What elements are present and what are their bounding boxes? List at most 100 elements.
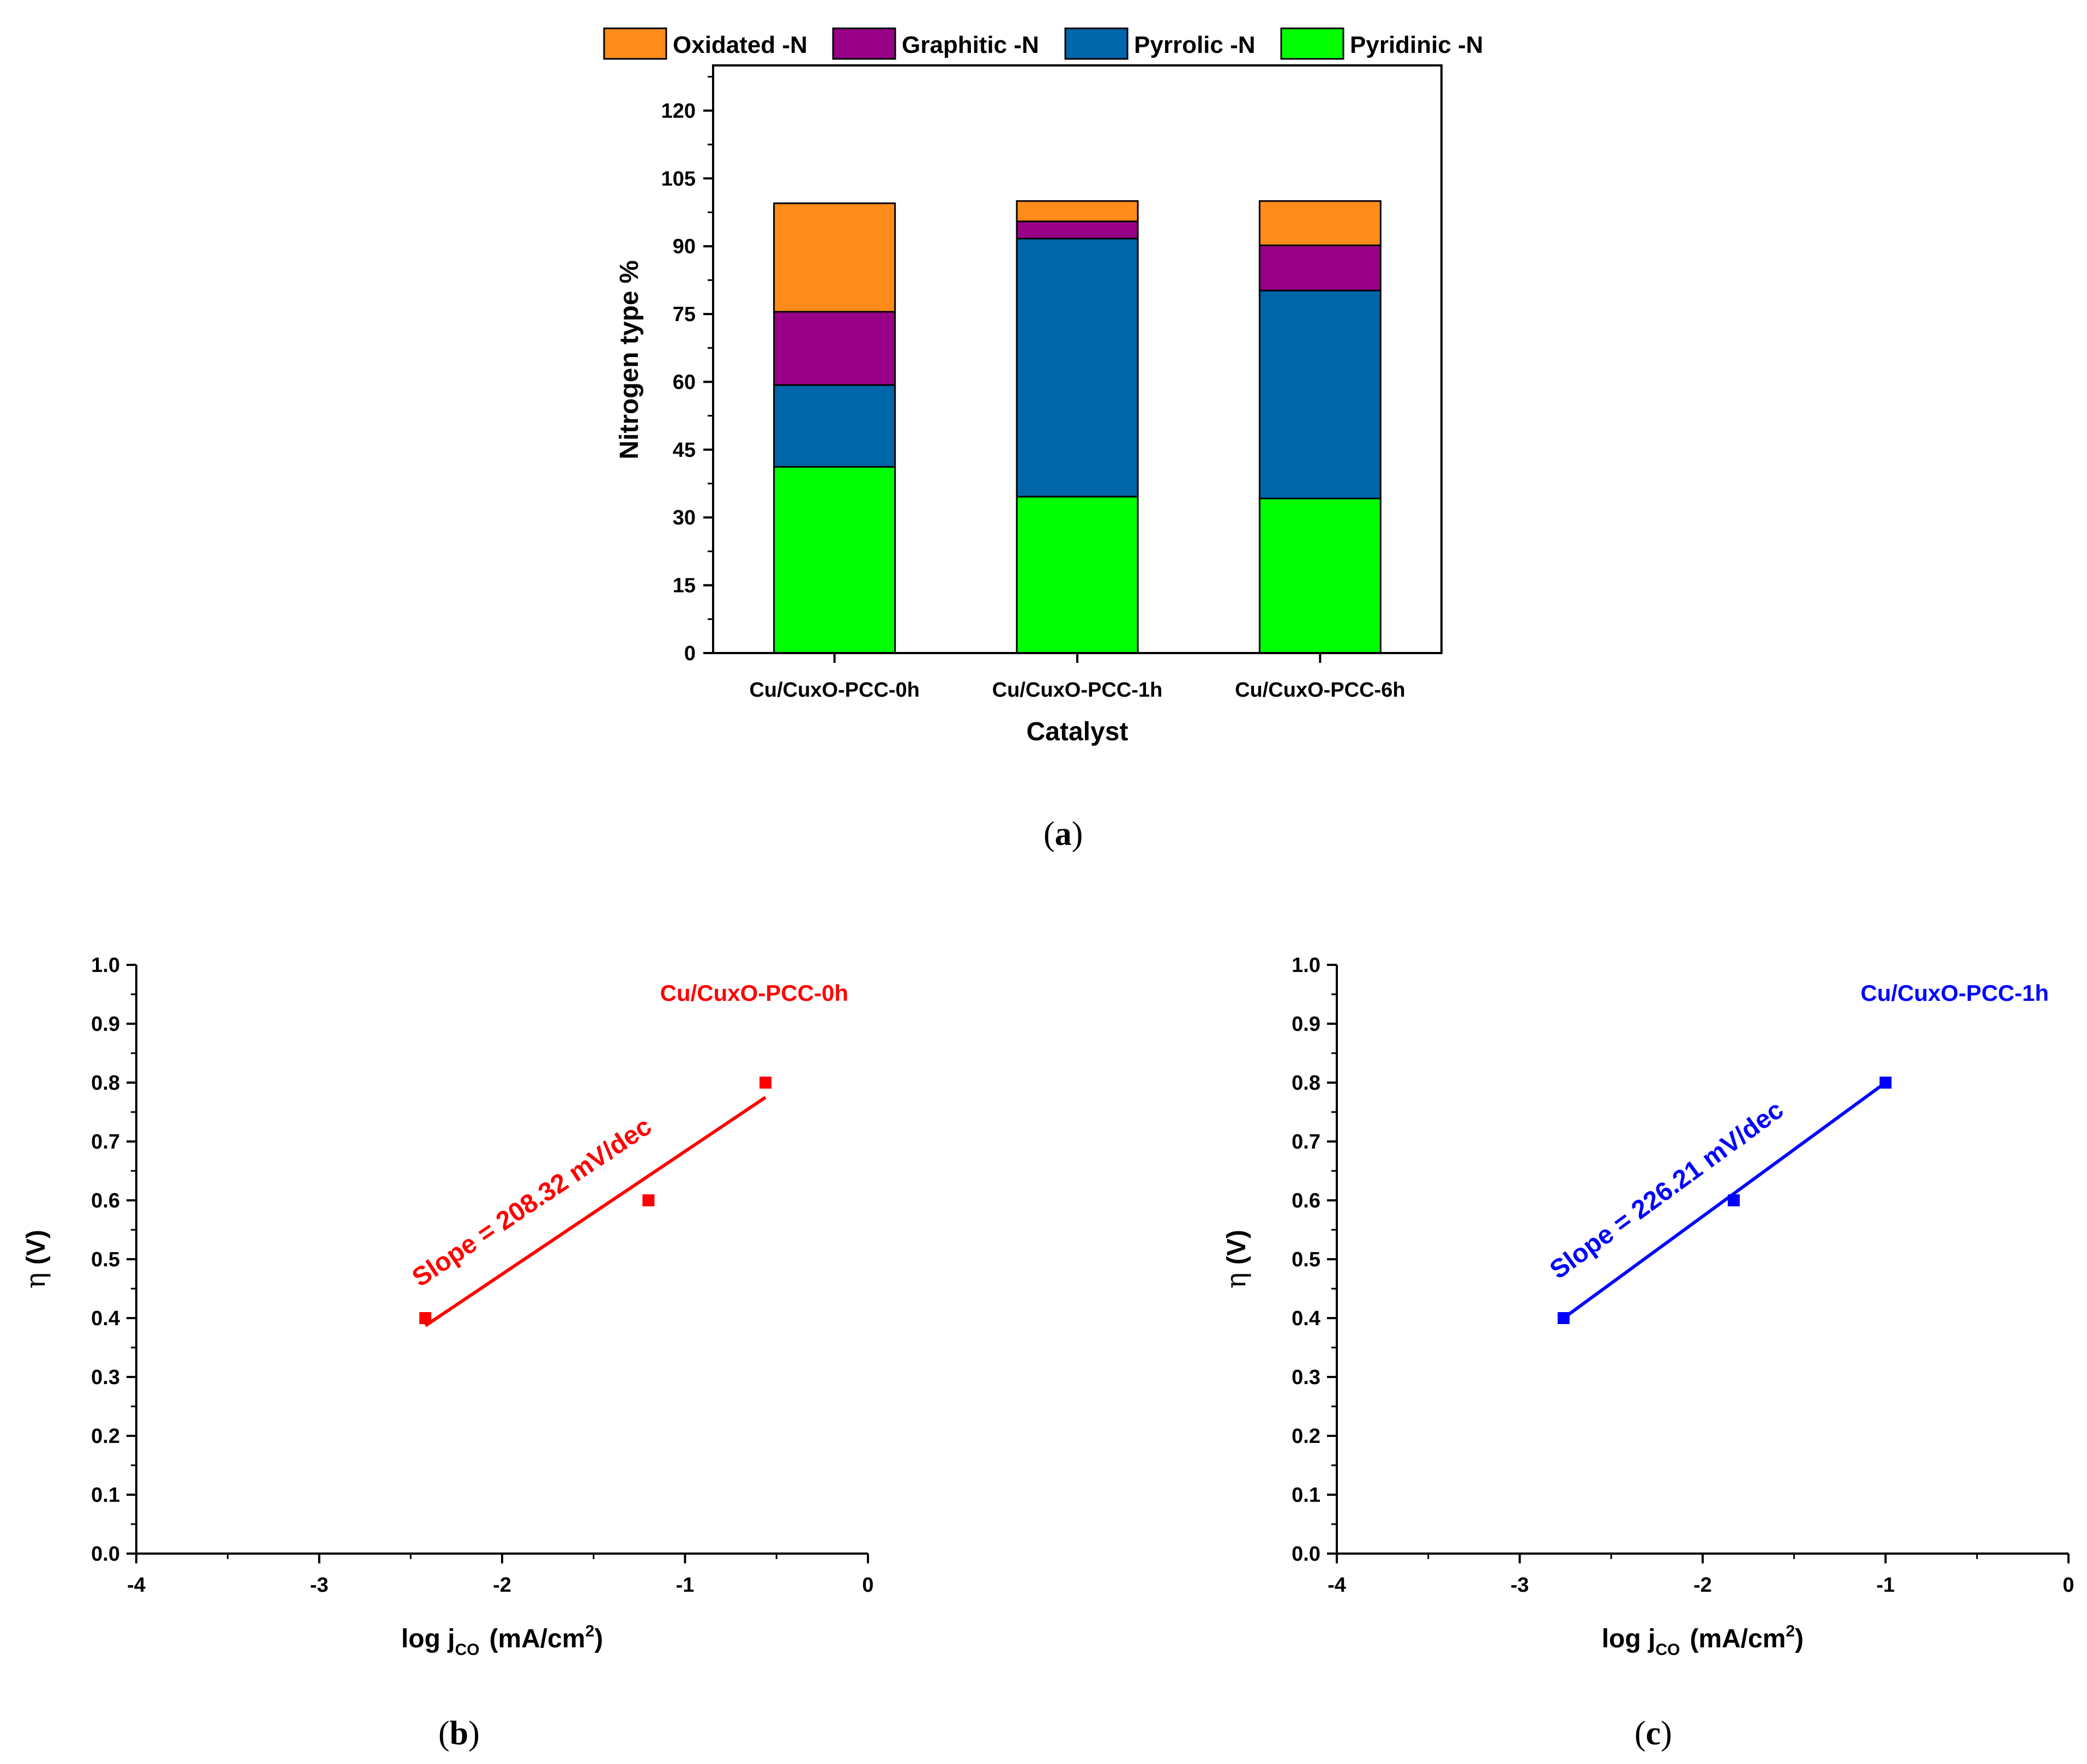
bar-segment [773,311,896,386]
data-point [419,1312,432,1324]
x-axis-title: Catalyst [1027,717,1129,746]
legend-label: Pyrrolic -N [1134,32,1256,58]
y-tick-label: 0.4 [91,1307,120,1330]
panel-c-tafel-plot: 0.0 0.1 0.2 0.3 0.4 0.5 0.6 0.7 0.8 0.9 1.0 -4 -3 -2 -… [1220,954,2074,1659]
x-tick-label: 0 [2062,1574,2074,1597]
bar-segment [1258,200,1382,246]
x-tick-label: Cu/CuxO-PCC-1h [992,679,1162,702]
y-tick-label: 0.2 [1292,1425,1320,1448]
bar-stack [773,202,896,654]
y-tick-label: 0.8 [1292,1072,1320,1095]
y-axis-title: η (V) [1220,1230,1252,1289]
x-tick-label: -3 [310,1574,329,1597]
y-axis-symbol: η [20,1272,51,1289]
x-tick-label: -4 [1328,1574,1346,1597]
legend-item: Pyrrolic -N [1064,27,1256,60]
legend-label: Oxidated -N [673,32,807,58]
series-title: Cu/CuxO-PCC-0h [660,980,848,1006]
x-axis-subscript: CO [455,1641,479,1659]
bar-segment [1258,244,1382,292]
x-axis-subscript: CO [1655,1641,1680,1659]
bar-segment [1016,220,1139,240]
y-tick-label: 105 [661,167,696,190]
series-title: Cu/CuxO-PCC-1h [1861,980,2049,1006]
bar-segment [1258,289,1382,499]
bar-stack [1016,200,1139,654]
slope-annotation: Slope = 226.21 mV/dec [1545,1095,1789,1285]
y-tick-label: 120 [661,100,696,123]
y-tick-label: 0.3 [91,1366,120,1389]
panel-letter: a [1055,815,1072,853]
y-tick-label: 90 [673,235,696,258]
x-axis-superscript: 2 [586,1622,595,1640]
y-tick-label: 60 [673,371,696,394]
y-tick-label: 0.1 [1292,1484,1320,1507]
data-point [1558,1312,1570,1324]
data-point [759,1077,772,1089]
x-axis-unit: (mA/cm [489,1624,585,1653]
x-tick-label: 0 [862,1574,873,1597]
panel-label-c: (c) [1634,1715,1672,1752]
panel-label-a: (a) [1044,815,1083,853]
panel-letter: b [450,1715,468,1752]
x-axis-title: log jCO (mA/cm2) [401,1622,603,1659]
y-tick-label: 0.1 [91,1484,120,1507]
panel-b-tafel-plot: 0.0 0.1 0.2 0.3 0.4 0.5 0.6 0.7 0.8 0.9 1.0 -4 -3 -2 -… [20,954,874,1659]
bar-stacks [773,200,1382,654]
legend-swatch [832,27,896,60]
fit-line [1563,1081,1887,1320]
x-tick-label: -2 [1693,1574,1712,1597]
y-tick-label: 0.7 [1292,1131,1320,1153]
y-tick-label: 0.9 [1292,1013,1320,1036]
bar-segment [773,384,896,468]
y-axis-unit: (V) [22,1230,51,1265]
y-tick-label: 45 [673,439,696,462]
x-tick-label: Cu/CuxO-PCC-6h [1235,679,1405,702]
x-axis-close: ) [594,1624,603,1653]
y-axis: 0 15 30 45 60 75 90 105 120 [661,76,713,665]
bar-stack [1258,200,1382,654]
x-tick-label: -4 [127,1574,146,1597]
panel-a-bar-chart: Oxidated -N Graphitic -N Pyrrolic -N Pyridi… [603,27,1483,853]
x-axis-main: log j [1602,1624,1656,1653]
x-tick-label: -3 [1511,1574,1529,1597]
y-tick-label: 0.6 [91,1189,120,1212]
bar-segment [1016,238,1139,498]
y-tick-label: 0.0 [91,1543,120,1566]
legend-swatch [1280,27,1344,60]
x-tick-label: -1 [1877,1574,1895,1597]
y-tick-label: 0.5 [91,1248,120,1271]
legend-item: Oxidated -N [603,27,807,60]
x-axis-close: ) [1795,1624,1803,1653]
y-tick-label: 0.7 [91,1131,120,1153]
x-axis: Cu/CuxO-PCC-0h Cu/CuxO-PCC-1h Cu/CuxO-PCC-… [749,653,1406,702]
y-tick-label: 15 [673,575,696,597]
y-axis-unit: (V) [1222,1230,1251,1265]
y-tick-label: 0.3 [1292,1366,1320,1389]
bar-segment [1016,496,1139,654]
x-tick-label: Cu/CuxO-PCC-0h [749,679,919,702]
y-tick-label: 0.9 [91,1013,120,1036]
y-tick-label: 0.8 [91,1072,120,1095]
y-tick-label: 0.5 [1292,1248,1320,1271]
x-axis-unit: (mA/cm [1690,1624,1786,1653]
y-tick-label: 0.0 [1292,1543,1320,1566]
y-tick-label: 1.0 [91,954,120,977]
y-axis-symbol: η [1220,1272,1252,1289]
y-tick-label: 1.0 [1292,954,1320,977]
legend-item: Pyridinic -N [1280,27,1483,60]
y-axis-title: Nitrogen type % [615,260,644,459]
legend-label: Pyridinic -N [1350,32,1483,58]
data-point [1728,1194,1740,1206]
bar-segment [773,466,896,654]
y-axis-title: η (V) [20,1230,51,1289]
legend-label: Graphitic -N [902,32,1039,58]
y-tick-label: 30 [673,506,696,529]
slope-annotation: Slope = 208.32 mV/dec [407,1111,657,1292]
data-point [1879,1077,1892,1089]
data-point [642,1194,655,1206]
bar-segment [1016,200,1139,222]
y-tick-label: 0.6 [1292,1189,1320,1212]
panel-letter: c [1646,1715,1661,1752]
